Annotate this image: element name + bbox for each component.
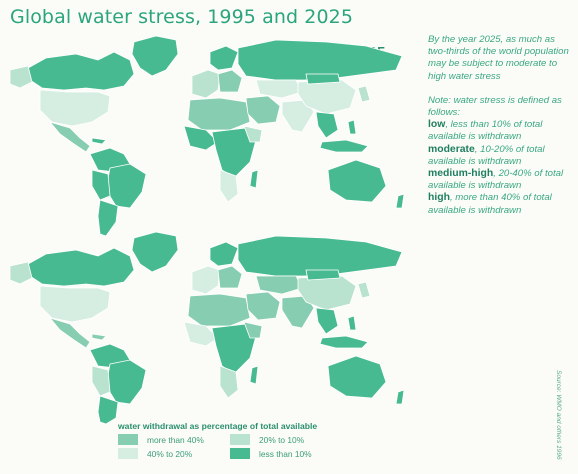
argentina — [97, 395, 119, 425]
level-high: high, more than 40% of total available i… — [428, 192, 552, 216]
central-asia — [255, 275, 303, 295]
mexico — [49, 121, 91, 153]
horn-africa — [243, 125, 263, 143]
legend-item-20-to-10: 20% to 10% — [230, 434, 342, 445]
china — [297, 275, 357, 311]
west-africa — [183, 125, 219, 151]
legend-swatch — [230, 448, 250, 459]
world-map-1995 — [9, 35, 405, 237]
middle-east — [245, 291, 281, 321]
horn-africa — [243, 321, 263, 339]
legend: water withdrawal as percentage of total … — [118, 421, 428, 459]
page-title: Global water stress, 1995 and 2025 — [10, 6, 354, 28]
europe-east — [217, 69, 243, 93]
legend-swatch — [118, 434, 138, 445]
australia — [327, 355, 387, 399]
southeast-asia — [315, 307, 339, 335]
australia — [327, 159, 387, 203]
intro-note: By the year 2025, as much as two-thirds … — [428, 34, 569, 82]
source-credit: Source: WMO and others 1996 — [555, 370, 562, 460]
alaska — [9, 261, 33, 285]
brazil — [105, 163, 147, 209]
peru — [91, 169, 111, 201]
legend-item-40-to-20: 40% to 20% — [118, 448, 230, 459]
legend-item-more-than-40: more than 40% — [118, 434, 230, 445]
side-notes: By the year 2025, as much as two-thirds … — [428, 34, 573, 217]
canada — [27, 247, 135, 287]
china — [297, 79, 357, 115]
greenland — [131, 35, 179, 77]
russia — [237, 39, 403, 81]
alaska — [9, 65, 33, 89]
level-low: low, less than 10% of total available is… — [428, 119, 543, 143]
europe-west — [191, 265, 221, 295]
caribbean — [91, 137, 107, 145]
mongolia — [305, 73, 341, 85]
madagascar — [249, 365, 259, 385]
new-zealand — [395, 193, 405, 209]
central-asia — [255, 79, 303, 99]
usa — [39, 89, 111, 127]
europe-west — [191, 69, 221, 99]
mexico — [49, 317, 91, 349]
scandinavia — [209, 45, 239, 71]
world-map-2025 — [9, 231, 405, 425]
north-africa — [187, 97, 251, 131]
middle-east — [245, 95, 281, 125]
southeast-asia — [315, 111, 339, 139]
legend-title: water withdrawal as percentage of total … — [118, 421, 318, 431]
brazil — [105, 359, 147, 405]
new-zealand — [395, 389, 405, 405]
level-medium-high: medium-high, 20-40% of total available i… — [428, 168, 564, 192]
legend-item-less-than-10: less than 10% — [230, 448, 342, 459]
peru — [91, 365, 111, 397]
north-africa — [187, 293, 251, 327]
greenland — [131, 231, 179, 273]
west-africa — [183, 321, 219, 347]
level-moderate: moderate, 10-20% of total available is w… — [428, 143, 545, 167]
philippines — [347, 315, 357, 331]
legend-swatch — [230, 434, 250, 445]
philippines — [347, 119, 357, 135]
canada — [27, 51, 135, 91]
russia — [237, 235, 403, 277]
indonesia — [319, 139, 369, 153]
indonesia — [319, 335, 369, 349]
southern-africa — [219, 365, 239, 399]
caribbean — [91, 333, 107, 341]
scandinavia — [209, 241, 239, 267]
definition-lead: Note: water stress is defined as follows… — [428, 94, 562, 119]
mongolia — [305, 269, 341, 281]
southern-africa — [219, 169, 239, 203]
europe-east — [217, 265, 243, 289]
argentina — [97, 199, 119, 237]
japan — [357, 85, 371, 103]
legend-swatch — [118, 448, 138, 459]
japan — [357, 281, 371, 299]
madagascar — [249, 169, 259, 189]
usa — [39, 285, 111, 323]
